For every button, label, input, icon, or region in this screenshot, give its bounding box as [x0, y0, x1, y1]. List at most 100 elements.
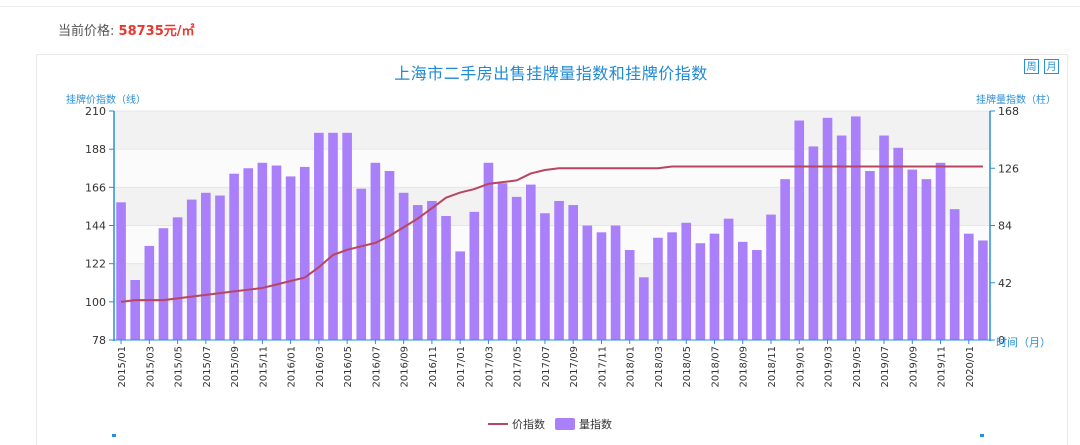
x-tick-label: 2017/11 — [597, 346, 608, 388]
left-tick-label: 210 — [85, 105, 106, 118]
x-tick-label: 2016/11 — [428, 346, 439, 388]
week-button[interactable]: 周 — [1024, 59, 1039, 74]
x-tick-label: 2018/11 — [767, 346, 778, 388]
x-tick-label: 2018/07 — [710, 346, 721, 388]
bar-volume-index — [624, 250, 635, 340]
x-tick-label: 2019/11 — [937, 346, 948, 388]
bar-volume-index — [865, 170, 875, 340]
bar-volume-index — [879, 135, 889, 340]
left-tick-label: 188 — [85, 143, 106, 156]
chart-title: 上海市二手房出售挂牌量指数和挂牌价指数 — [394, 64, 708, 83]
x-tick-label: 2018/05 — [682, 346, 693, 388]
bar-volume-index — [582, 225, 593, 340]
bar-volume-index — [370, 162, 381, 340]
x-tick-label: 2018/09 — [739, 346, 750, 388]
x-tick-label: 2016/05 — [343, 346, 354, 388]
right-tick-label: 42 — [998, 277, 1012, 290]
bar-volume-index — [271, 165, 282, 340]
bar-volume-index — [723, 218, 734, 340]
bar-volume-index — [978, 240, 988, 340]
bar-volume-index — [780, 179, 790, 340]
left-tick-label: 100 — [85, 296, 106, 309]
legend-bar-swatch — [555, 418, 575, 430]
current-price-value: 58735元/㎡ — [118, 24, 195, 39]
x-tick-label: 2019/09 — [908, 346, 919, 388]
bar-volume-index — [653, 237, 663, 340]
bar-volume-index — [695, 243, 706, 340]
x-tick-label: 2017/05 — [513, 346, 524, 388]
left-tick-label: 166 — [85, 181, 106, 194]
bar-volume-index — [949, 209, 960, 340]
bar-volume-index — [314, 132, 324, 340]
right-tick-label: 0 — [998, 334, 1005, 347]
bar-volume-index — [526, 184, 536, 340]
bar-volume-index — [441, 215, 451, 340]
bar-volume-index — [116, 202, 126, 340]
x-tick-label: 2015/07 — [202, 346, 213, 388]
bar-volume-index — [893, 147, 903, 340]
x-tick-label: 2015/09 — [230, 346, 241, 388]
x-tick-label: 2015/01 — [117, 346, 128, 388]
legend-bar-label: 量指数 — [579, 417, 612, 431]
bar-volume-index — [766, 214, 776, 340]
bar-volume-index — [384, 170, 395, 340]
bar-volume-index — [540, 213, 550, 340]
x-tick-label: 2016/01 — [287, 346, 298, 388]
x-tick-label: 2019/05 — [852, 346, 863, 388]
bar-volume-index — [610, 225, 621, 340]
bar-volume-index — [243, 168, 254, 340]
bar-volume-index — [469, 211, 480, 340]
bar-volume-index — [130, 280, 140, 340]
left-tick-label: 78 — [92, 334, 106, 347]
left-axis-title: 挂牌价指数（线） — [66, 93, 146, 106]
bar-volume-index — [328, 132, 338, 340]
x-tick-label: 2015/03 — [145, 346, 156, 388]
x-tick-label: 2017/09 — [569, 346, 580, 388]
bar-volume-index — [356, 188, 367, 340]
x-tick-label: 2019/03 — [824, 346, 835, 388]
bar-volume-index — [737, 241, 748, 340]
bar-volume-index — [412, 205, 423, 340]
bar-volume-index — [681, 222, 692, 340]
bar-volume-index — [497, 183, 508, 340]
bar-volume-index — [201, 192, 211, 340]
x-tick-label: 2016/03 — [315, 346, 326, 388]
bar-volume-index — [299, 166, 310, 340]
top-divider — [0, 6, 1080, 7]
bar-volume-index — [257, 162, 268, 340]
x-tick-label: 2017/03 — [484, 346, 495, 388]
bar-volume-index — [921, 179, 932, 340]
bar-volume-index — [215, 195, 225, 340]
bar-volume-index — [158, 228, 169, 340]
x-axis-title: 时间（月） — [996, 336, 1051, 349]
left-tick-label: 144 — [85, 220, 106, 233]
bar-volume-index — [808, 146, 819, 340]
x-tick-label: 2015/11 — [258, 346, 269, 388]
right-tick-label: 126 — [998, 162, 1019, 175]
bar-volume-index — [639, 277, 649, 340]
month-button[interactable]: 月 — [1044, 59, 1059, 74]
bar-volume-index — [850, 116, 861, 340]
bar-volume-index — [398, 192, 409, 340]
line-price-index — [120, 165, 983, 303]
scroll-handle-left — [112, 434, 116, 437]
left-tick-label: 122 — [85, 258, 106, 271]
bar-volume-index — [907, 169, 918, 340]
bar-volume-index — [144, 245, 155, 340]
bar-volume-index — [554, 200, 564, 340]
bar-volume-index — [511, 196, 522, 341]
current-price: 当前价格: 58735元/㎡ — [58, 20, 195, 39]
bar-volume-index — [427, 200, 437, 340]
x-tick-label: 2020/01 — [965, 346, 976, 388]
right-tick-label: 168 — [998, 105, 1019, 118]
scroll-handle-right — [980, 434, 984, 437]
right-tick-label: 84 — [998, 220, 1012, 233]
bar-volume-index — [285, 176, 296, 340]
bar-volume-index — [794, 120, 805, 340]
bar-volume-index — [342, 132, 352, 340]
bar-volume-index — [935, 162, 946, 340]
bar-volume-index — [836, 135, 847, 340]
bar-volume-index — [483, 162, 494, 340]
bar-volume-index — [596, 232, 607, 340]
